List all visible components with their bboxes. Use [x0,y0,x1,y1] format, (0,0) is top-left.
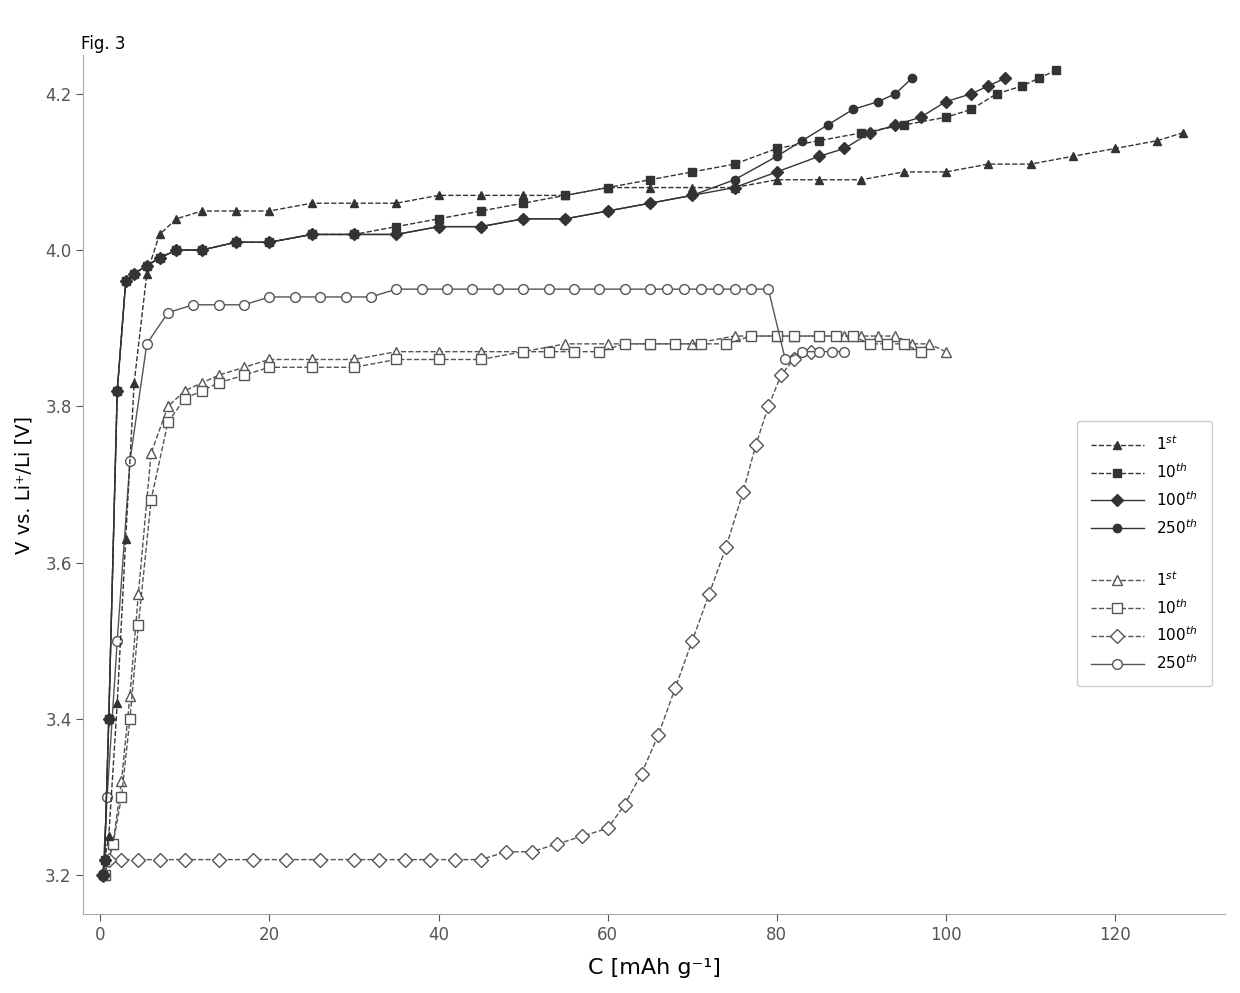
Legend: $1^{st}$, $10^{th}$, $100^{th}$, $250^{th}$, , $1^{st}$, $10^{th}$, $100^{th}$, : $1^{st}$, $10^{th}$, $100^{th}$, $250^{t… [1078,421,1211,686]
Y-axis label: V vs. Li⁺/Li [V]: V vs. Li⁺/Li [V] [15,415,33,553]
Text: Fig. 3: Fig. 3 [81,35,125,53]
X-axis label: C [mAh g⁻¹]: C [mAh g⁻¹] [588,958,720,978]
